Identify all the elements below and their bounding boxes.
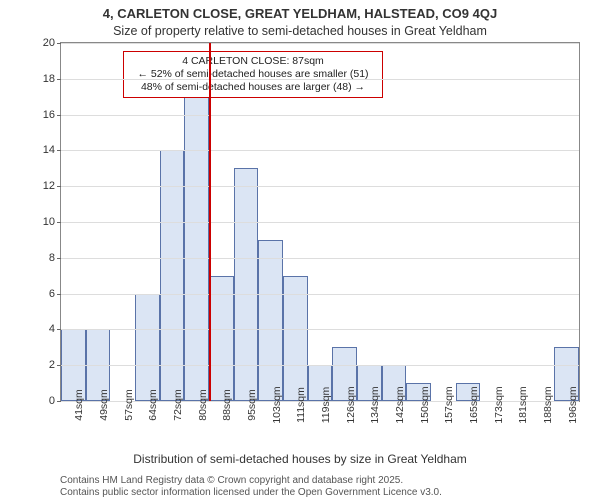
xtick-label: 181sqm bbox=[517, 386, 529, 423]
xtick-label: 150sqm bbox=[419, 386, 431, 423]
xtick-label: 142sqm bbox=[394, 386, 406, 423]
gridline-h bbox=[61, 186, 579, 187]
gridline-h bbox=[61, 115, 579, 116]
gridline-h bbox=[61, 150, 579, 151]
ytick-mark bbox=[57, 258, 61, 259]
xtick-label: 72sqm bbox=[172, 389, 184, 421]
ytick-label: 8 bbox=[49, 252, 55, 264]
xtick-label: 173sqm bbox=[493, 386, 505, 423]
x-axis-label: Distribution of semi-detached houses by … bbox=[0, 452, 600, 466]
ytick-mark bbox=[57, 401, 61, 402]
chart-title-sub: Size of property relative to semi-detach… bbox=[0, 24, 600, 38]
gridline-h bbox=[61, 294, 579, 295]
xtick-label: 157sqm bbox=[443, 386, 455, 423]
ytick-label: 14 bbox=[43, 144, 55, 156]
gridline-h bbox=[61, 365, 579, 366]
xtick-label: 126sqm bbox=[345, 386, 357, 423]
xtick-label: 57sqm bbox=[123, 389, 135, 421]
ytick-mark bbox=[57, 294, 61, 295]
histogram-bar bbox=[184, 97, 209, 401]
histogram-bar bbox=[258, 240, 283, 401]
ytick-label: 10 bbox=[43, 216, 55, 228]
gridline-h bbox=[61, 43, 579, 44]
xtick-label: 41sqm bbox=[73, 389, 85, 421]
xtick-label: 111sqm bbox=[295, 387, 307, 423]
ytick-mark bbox=[57, 150, 61, 151]
ytick-label: 6 bbox=[49, 288, 55, 300]
xtick-label: 49sqm bbox=[98, 389, 110, 421]
xtick-label: 119sqm bbox=[320, 387, 332, 424]
ytick-mark bbox=[57, 222, 61, 223]
xtick-label: 64sqm bbox=[147, 389, 159, 421]
xtick-label: 196sqm bbox=[567, 386, 579, 423]
ytick-mark bbox=[57, 43, 61, 44]
gridline-h bbox=[61, 329, 579, 330]
info-line-3: 48% of semi-detached houses are larger (… bbox=[130, 81, 376, 94]
ytick-label: 4 bbox=[49, 323, 55, 335]
xtick-label: 165sqm bbox=[468, 386, 480, 423]
attribution-1: Contains HM Land Registry data © Crown c… bbox=[60, 475, 403, 486]
reference-info-box: 4 CARLETON CLOSE: 87sqm ← 52% of semi-de… bbox=[123, 51, 383, 98]
ytick-mark bbox=[57, 115, 61, 116]
xtick-label: 103sqm bbox=[271, 386, 283, 423]
ytick-label: 18 bbox=[43, 73, 55, 85]
xtick-label: 95sqm bbox=[246, 389, 258, 421]
histogram-bar bbox=[160, 150, 185, 401]
xtick-label: 80sqm bbox=[197, 389, 209, 421]
ytick-mark bbox=[57, 186, 61, 187]
info-line-1: 4 CARLETON CLOSE: 87sqm bbox=[130, 55, 376, 68]
ytick-label: 2 bbox=[49, 359, 55, 371]
gridline-h bbox=[61, 79, 579, 80]
histogram-bar bbox=[135, 294, 160, 401]
xtick-label: 134sqm bbox=[369, 386, 381, 423]
xtick-label: 188sqm bbox=[542, 386, 554, 423]
ytick-label: 12 bbox=[43, 180, 55, 192]
xtick-label: 88sqm bbox=[221, 389, 233, 421]
plot-area: 4 CARLETON CLOSE: 87sqm ← 52% of semi-de… bbox=[60, 42, 580, 402]
ytick-label: 20 bbox=[43, 37, 55, 49]
gridline-h bbox=[61, 222, 579, 223]
ytick-mark bbox=[57, 365, 61, 366]
gridline-h bbox=[61, 258, 579, 259]
reference-vline bbox=[209, 43, 211, 401]
ytick-label: 0 bbox=[49, 395, 55, 407]
chart-title-main: 4, CARLETON CLOSE, GREAT YELDHAM, HALSTE… bbox=[0, 6, 600, 21]
ytick-label: 16 bbox=[43, 109, 55, 121]
ytick-mark bbox=[57, 79, 61, 80]
ytick-mark bbox=[57, 329, 61, 330]
attribution-2: Contains public sector information licen… bbox=[60, 487, 442, 498]
